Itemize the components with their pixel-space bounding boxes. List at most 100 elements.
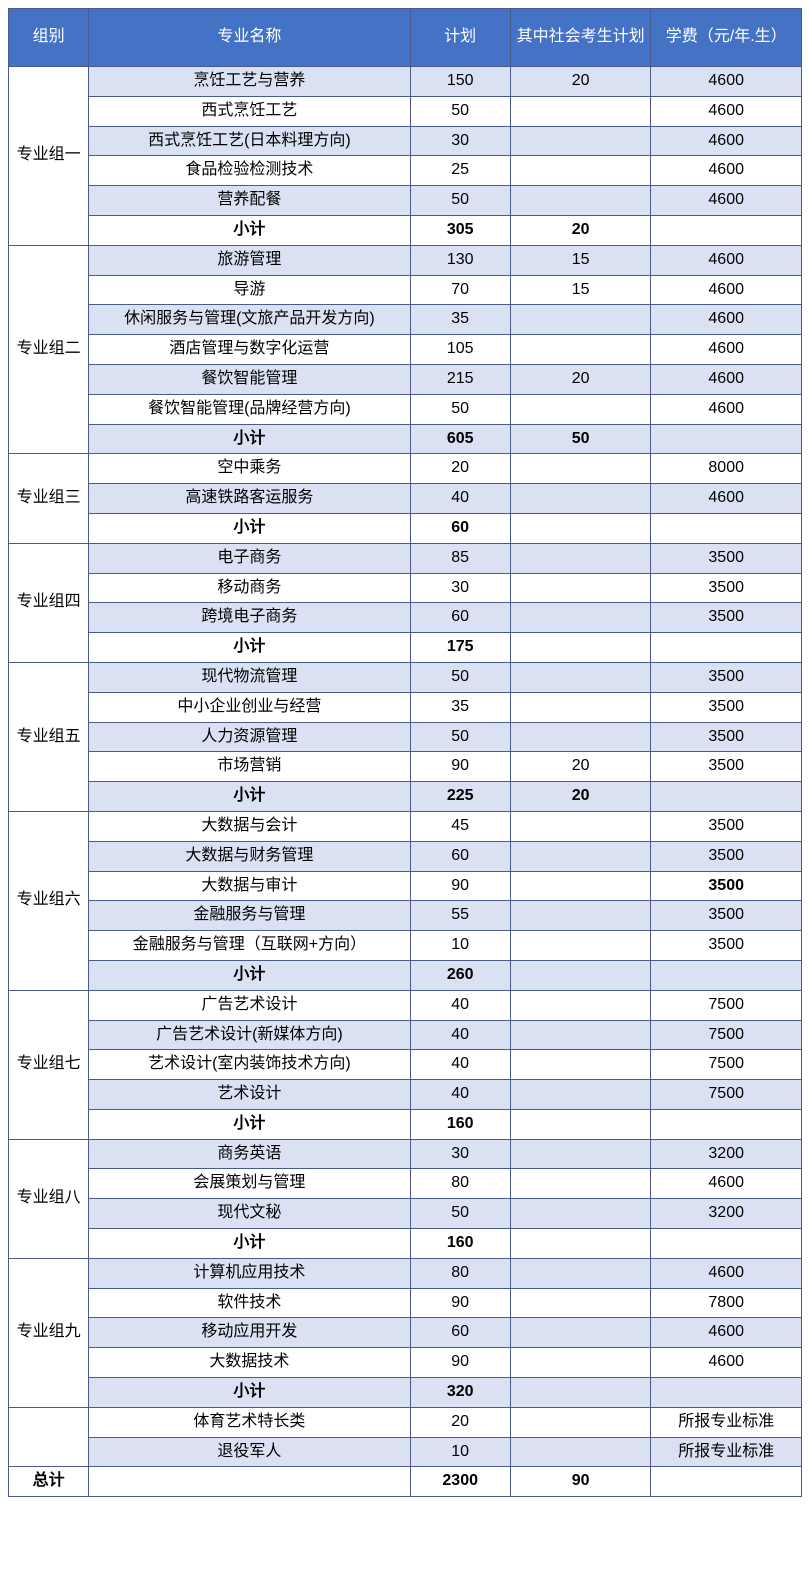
table-cell: 80 [410,1258,510,1288]
table-cell: 4600 [651,126,802,156]
table-row: 软件技术907800 [9,1288,802,1318]
table-row: 高速铁路客运服务404600 [9,484,802,514]
table-cell [510,1288,651,1318]
table-cell [510,1318,651,1348]
table-cell [510,1258,651,1288]
table-cell: 20 [510,67,651,97]
group-cell: 专业组七 [9,990,89,1139]
table-cell: 10 [410,1437,510,1467]
group-cell: 专业组八 [9,1139,89,1258]
table-cell: 30 [410,573,510,603]
table-row: 专业组七广告艺术设计407500 [9,990,802,1020]
table-row: 西式烹饪工艺50 4600 [9,96,802,126]
table-cell: 20 [410,1407,510,1437]
table-row: 专业组八商务英语303200 [9,1139,802,1169]
table-cell: 4600 [651,96,802,126]
table-cell [510,1199,651,1229]
table-row: 西式烹饪工艺(日本料理方向)30 4600 [9,126,802,156]
table-cell: 市场营销 [89,752,410,782]
table-cell: 4600 [651,305,802,335]
total-row: 总计230090 [9,1467,802,1497]
table-cell: 8000 [651,454,802,484]
table-cell: 大数据技术 [89,1348,410,1378]
table-row: 大数据与财务管理603500 [9,841,802,871]
table-cell: 35 [410,692,510,722]
table-cell [651,215,802,245]
table-cell: 30 [410,1139,510,1169]
table-cell: 3500 [651,603,802,633]
table-cell: 25 [410,156,510,186]
table-cell: 35 [410,305,510,335]
table-cell: 3500 [651,573,802,603]
table-cell: 空中乘务 [89,454,410,484]
table-cell: 50 [410,662,510,692]
table-cell: 60 [410,513,510,543]
table-row: 大数据与审计903500 [9,871,802,901]
table-cell: 7500 [651,1050,802,1080]
table-cell: 40 [410,1050,510,1080]
table-cell: 西式烹饪工艺(日本料理方向) [89,126,410,156]
table-cell: 90 [410,752,510,782]
table-row: 导游70154600 [9,275,802,305]
table-cell: 70 [410,275,510,305]
subtotal-row: 小计30520 [9,215,802,245]
table-cell: 3200 [651,1139,802,1169]
table-cell: 西式烹饪工艺 [89,96,410,126]
table-cell: 2300 [410,1467,510,1497]
table-cell: 50 [410,96,510,126]
table-cell: 4600 [651,1258,802,1288]
group-cell: 专业组一 [9,67,89,246]
table-cell: 30 [410,126,510,156]
table-cell: 4600 [651,156,802,186]
table-row: 现代文秘503200 [9,1199,802,1229]
table-cell: 跨境电子商务 [89,603,410,633]
table-cell [651,782,802,812]
table-row: 食品检验检测技术254600 [9,156,802,186]
table-cell: 3500 [651,722,802,752]
table-cell [651,513,802,543]
table-cell: 4600 [651,1169,802,1199]
table-cell: 7500 [651,1020,802,1050]
group-cell: 专业组九 [9,1258,89,1407]
table-cell [510,543,651,573]
table-cell: 105 [410,335,510,365]
table-cell: 4600 [651,245,802,275]
table-cell: 4600 [651,484,802,514]
table-cell: 4600 [651,275,802,305]
table-cell [510,960,651,990]
table-cell [510,811,651,841]
table-cell [510,454,651,484]
table-row: 广告艺术设计(新媒体方向)407500 [9,1020,802,1050]
group-cell: 专业组四 [9,543,89,662]
subtotal-row: 小计320 [9,1378,802,1408]
table-cell [510,633,651,663]
table-cell: 小计 [89,424,410,454]
table-cell: 60 [410,841,510,871]
table-cell [510,1378,651,1408]
table-cell: 现代物流管理 [89,662,410,692]
table-cell [510,335,651,365]
table-cell: 商务英语 [89,1139,410,1169]
table-cell: 小计 [89,215,410,245]
table-row: 中小企业创业与经营353500 [9,692,802,722]
subtotal-row: 小计160 [9,1229,802,1259]
subtotal-row: 小计160 [9,1109,802,1139]
table-row: 市场营销90203500 [9,752,802,782]
table-cell: 3500 [651,871,802,901]
table-cell: 餐饮智能管理 [89,364,410,394]
table-cell: 餐饮智能管理(品牌经营方向) [89,394,410,424]
table-cell: 3500 [651,752,802,782]
table-row: 餐饮智能管理(品牌经营方向)504600 [9,394,802,424]
table-row: 体育艺术特长类20所报专业标准 [9,1407,802,1437]
header-group: 组别 [9,9,89,67]
table-cell: 休闲服务与管理(文旅产品开发方向) [89,305,410,335]
table-cell: 305 [410,215,510,245]
subtotal-row: 小计260 [9,960,802,990]
table-cell: 小计 [89,633,410,663]
table-cell: 小计 [89,1378,410,1408]
table-cell: 移动应用开发 [89,1318,410,1348]
table-cell: 小计 [89,1229,410,1259]
table-cell: 7500 [651,990,802,1020]
table-cell: 酒店管理与数字化运营 [89,335,410,365]
table-cell [510,841,651,871]
